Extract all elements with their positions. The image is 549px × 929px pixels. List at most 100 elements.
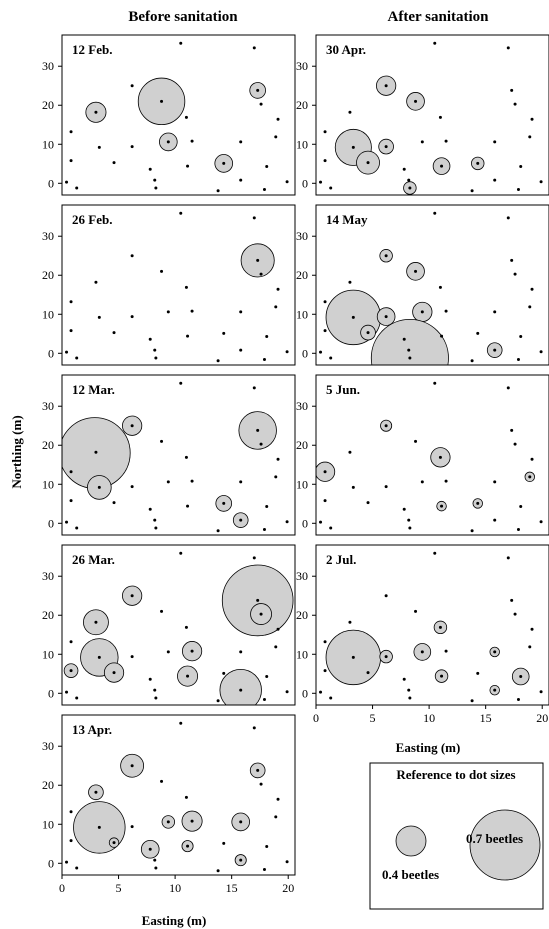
trap-point bbox=[276, 797, 280, 801]
y-tick-label: 0 bbox=[48, 176, 54, 190]
trap-point bbox=[319, 350, 323, 354]
trap-point bbox=[384, 594, 388, 598]
x-tick-label: 5 bbox=[116, 881, 122, 895]
trap-point bbox=[440, 504, 444, 508]
trap-point bbox=[239, 348, 243, 352]
trap-point bbox=[407, 518, 411, 522]
trap-point bbox=[444, 139, 448, 143]
trap-point bbox=[160, 269, 164, 273]
trap-point bbox=[130, 485, 134, 489]
y-tick-label: 20 bbox=[42, 98, 54, 112]
trap-point bbox=[519, 335, 523, 339]
trap-point bbox=[265, 675, 269, 679]
trap-point bbox=[216, 699, 220, 703]
trap-point bbox=[402, 337, 406, 341]
x-axis-label-left: Easting (m) bbox=[142, 913, 207, 928]
y-tick-label: 30 bbox=[42, 229, 54, 243]
trap-point bbox=[130, 594, 134, 598]
trap-point bbox=[348, 620, 352, 624]
trap-point bbox=[190, 309, 194, 313]
trap-point bbox=[276, 287, 280, 291]
trap-point bbox=[420, 650, 424, 654]
trap-point bbox=[256, 88, 260, 92]
panel-title: 14 May bbox=[326, 212, 368, 227]
y-tick-label: 0 bbox=[48, 856, 54, 870]
trap-point bbox=[433, 211, 437, 215]
trap-point bbox=[256, 428, 260, 432]
trap-point bbox=[285, 180, 289, 184]
trap-point bbox=[530, 457, 534, 461]
trap-point bbox=[216, 529, 220, 533]
trap-point bbox=[384, 424, 388, 428]
trap-point bbox=[438, 455, 442, 459]
trap-point bbox=[519, 165, 523, 169]
trap-point bbox=[262, 698, 266, 702]
y-tick-label: 10 bbox=[42, 477, 54, 491]
y-tick-label: 0 bbox=[302, 686, 308, 700]
panel-12-mar: 12 Mar. 0 10 20 30 bbox=[42, 374, 296, 536]
trap-point bbox=[276, 117, 280, 121]
x-tick-label: 20 bbox=[282, 881, 294, 895]
trap-point bbox=[69, 669, 73, 673]
trap-point bbox=[65, 180, 69, 184]
trap-point bbox=[274, 135, 278, 139]
beetle-bubble bbox=[219, 668, 262, 705]
trap-point bbox=[530, 287, 534, 291]
y-tick-label: 0 bbox=[302, 346, 308, 360]
trap-point bbox=[408, 696, 412, 700]
trap-point bbox=[94, 790, 98, 794]
y-tick-label: 0 bbox=[48, 686, 54, 700]
trap-point bbox=[166, 310, 170, 314]
panel-2-jul: 2 Jul. 0 10 20 30 0 5 10 15 20 bbox=[296, 544, 549, 725]
trap-point bbox=[97, 825, 101, 829]
trap-point bbox=[259, 782, 263, 786]
y-tick-label: 20 bbox=[42, 438, 54, 452]
trap-point bbox=[179, 211, 183, 215]
trap-point bbox=[493, 310, 497, 314]
trap-point bbox=[323, 300, 327, 304]
trap-point bbox=[285, 350, 289, 354]
trap-point bbox=[510, 598, 514, 602]
trap-point bbox=[252, 46, 256, 50]
trap-point bbox=[97, 485, 101, 489]
trap-point bbox=[153, 858, 157, 862]
trap-point bbox=[513, 102, 517, 106]
panel-title: 13 Apr. bbox=[72, 722, 112, 737]
trap-point bbox=[65, 520, 69, 524]
trap-point bbox=[65, 860, 69, 864]
y-tick-label: 30 bbox=[296, 399, 308, 413]
trap-point bbox=[470, 529, 474, 533]
trap-point bbox=[493, 140, 497, 144]
y-tick-label: 10 bbox=[42, 137, 54, 151]
trap-point bbox=[259, 272, 263, 276]
trap-point bbox=[94, 450, 98, 454]
trap-point bbox=[470, 359, 474, 363]
x-tick-label: 10 bbox=[169, 881, 181, 895]
y-axis-label: Northing (m) bbox=[9, 415, 24, 488]
trap-point bbox=[384, 655, 388, 659]
trap-point bbox=[69, 159, 73, 163]
trap-point bbox=[69, 300, 73, 304]
trap-point bbox=[351, 485, 355, 489]
y-tick-label: 30 bbox=[42, 399, 54, 413]
x-tick-label: 0 bbox=[59, 881, 65, 895]
trap-point bbox=[402, 167, 406, 171]
y-tick-label: 20 bbox=[296, 98, 308, 112]
trap-point bbox=[239, 688, 243, 692]
trap-point bbox=[539, 520, 543, 524]
trap-point bbox=[420, 480, 424, 484]
trap-point bbox=[256, 598, 260, 602]
trap-point bbox=[433, 41, 437, 45]
beetle-bubble bbox=[370, 318, 449, 365]
trap-point bbox=[493, 650, 497, 654]
trap-point bbox=[516, 528, 520, 532]
trap-point bbox=[348, 450, 352, 454]
trap-point bbox=[444, 649, 448, 653]
y-tick-label: 30 bbox=[42, 59, 54, 73]
trap-point bbox=[179, 41, 183, 45]
y-tick-label: 30 bbox=[296, 59, 308, 73]
trap-point bbox=[414, 99, 418, 103]
trap-point bbox=[166, 650, 170, 654]
y-tick-label: 10 bbox=[296, 477, 308, 491]
trap-point bbox=[262, 868, 266, 872]
